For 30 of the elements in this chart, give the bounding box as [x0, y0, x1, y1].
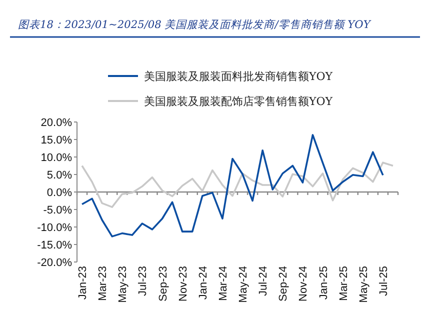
- y-tick-label: -20.0%: [37, 257, 72, 269]
- y-tick-label: 0.0%: [46, 187, 72, 199]
- x-tick-label: Jul-23: [137, 266, 150, 296]
- x-tick-label: Sep-23: [157, 266, 170, 302]
- y-tick-label: 20.0%: [40, 117, 72, 129]
- x-tick-label: May-25: [358, 266, 370, 303]
- y-tick-label: -5.0%: [43, 204, 72, 216]
- line-series: [81, 162, 394, 208]
- x-tick-label: Jul-24: [258, 266, 270, 296]
- x-tick-label: Jan-24: [197, 266, 210, 300]
- x-tick-label: Sep-24: [278, 266, 290, 302]
- legend-label: 美国服装及服装配饰店零售销售额YOY: [144, 95, 334, 108]
- y-tick-label: 5.0%: [46, 170, 72, 182]
- x-tick-label: May-24: [238, 266, 250, 303]
- line-series: [81, 134, 384, 238]
- x-tick-label: Jul-25: [378, 266, 390, 296]
- x-tick-label: Jan-23: [77, 266, 90, 300]
- x-tick-label: Jan-25: [318, 266, 330, 300]
- x-tick-label: Mar-25: [338, 266, 350, 301]
- x-tick-label: Nov-24: [298, 266, 310, 302]
- x-tick-label: Mar-24: [217, 266, 230, 301]
- y-tick-label: -10.0%: [37, 222, 72, 234]
- chart-title: 图表18：2023/01~2025/08 美国服装及面料批发商/零售商销售额 YOY: [18, 18, 372, 31]
- x-tick-label: Mar-23: [97, 266, 110, 301]
- x-tick-label: Nov-23: [177, 266, 190, 302]
- x-tick-label: May-23: [117, 266, 130, 303]
- y-tick-label: -15.0%: [37, 240, 72, 252]
- y-tick-label: 10.0%: [40, 152, 72, 164]
- legend-label: 美国服装及服装面料批发商销售额YOY: [144, 70, 334, 83]
- y-tick-label: 15.0%: [40, 134, 72, 146]
